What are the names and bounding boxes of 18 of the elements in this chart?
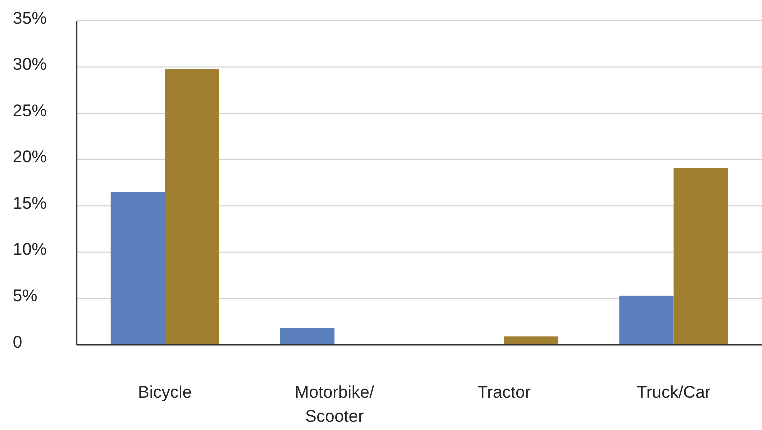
- x-tick-label: Bicycle: [138, 383, 192, 402]
- y-tick-label: 15%: [13, 194, 48, 213]
- x-tick-label: Truck/Car: [636, 383, 712, 402]
- y-tick-label: 5%: [13, 286, 38, 306]
- bar: [674, 168, 728, 345]
- y-tick-label: 30%: [13, 55, 48, 74]
- y-tick-label: 35%: [13, 8, 48, 28]
- y-tick-label: 20%: [13, 148, 48, 167]
- x-tick-label: Tractor: [478, 383, 532, 402]
- y-tick-label: 10%: [13, 240, 48, 260]
- y-tick-label: 25%: [13, 101, 48, 120]
- y-tick-label: 0: [13, 332, 22, 352]
- bar: [620, 296, 674, 345]
- bar: [280, 328, 335, 345]
- x-tick-label: Motorbike/Scooter: [295, 383, 375, 426]
- bar: [165, 69, 220, 345]
- bar: [110, 192, 166, 345]
- bar: [504, 336, 559, 345]
